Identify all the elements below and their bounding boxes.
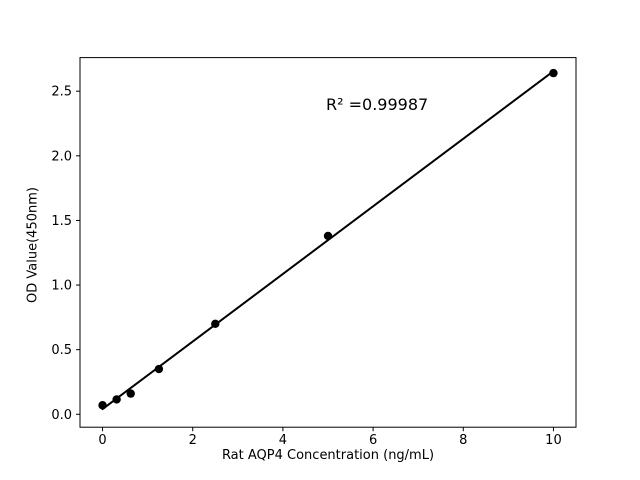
data-point (323, 231, 333, 241)
x-tick-label: 2 (189, 433, 197, 448)
data-point (126, 389, 135, 398)
y-tick-label: 0.0 (51, 408, 72, 423)
axes-spines (79, 57, 577, 428)
x-tick-label: 6 (369, 433, 377, 448)
y-tick-label: 1.5 (51, 214, 72, 229)
x-tick-label: 10 (545, 433, 562, 448)
x-tick-label: 4 (279, 433, 287, 448)
x-tick-label: 0 (98, 433, 106, 448)
data-point (112, 395, 121, 404)
y-tick-label: 2.0 (51, 149, 72, 164)
y-axis-label: OD Value(450nm) (25, 187, 41, 303)
data-point (211, 319, 220, 329)
y-tick-label: 2.5 (51, 85, 72, 100)
y-tick-label: 0.5 (51, 343, 72, 358)
data-point (549, 68, 558, 78)
data-point (98, 401, 107, 410)
x-tick-label: 8 (459, 433, 467, 448)
data-point (154, 364, 164, 374)
x-axis-label: Rat AQP4 Concentration (ng/mL) (221, 448, 435, 463)
r-squared-annotation: R² =0.99987 (326, 95, 429, 114)
y-tick-label: 1.0 (51, 279, 72, 294)
